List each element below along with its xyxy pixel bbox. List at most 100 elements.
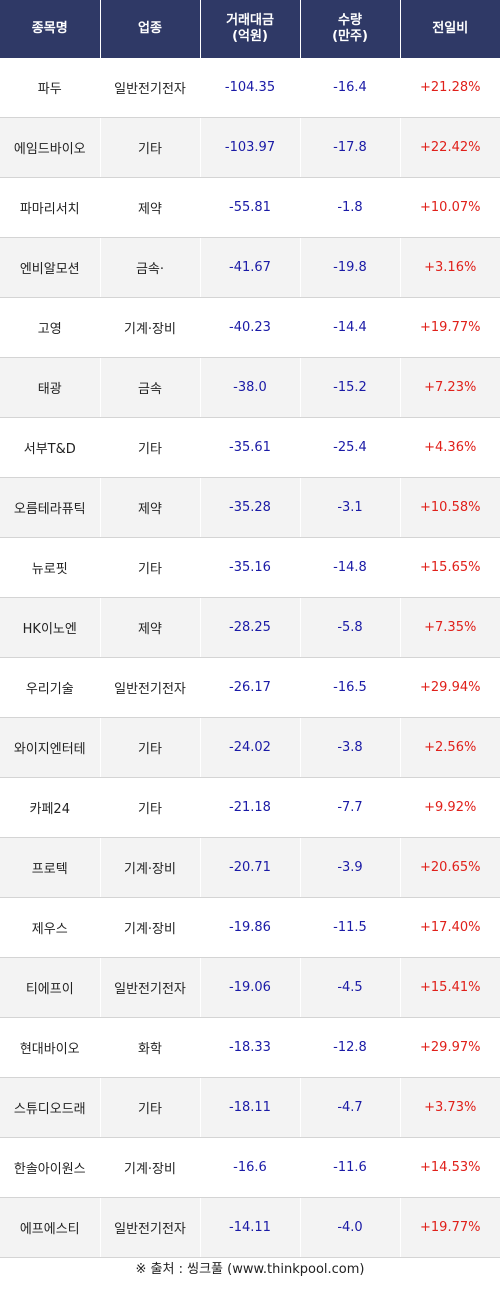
trade-volume-cell: -12.8 xyxy=(300,1017,401,1078)
header-name-label: 종목명 xyxy=(31,21,68,36)
stock-name-cell: 태광 xyxy=(0,357,101,418)
trade-volume-cell: -14.8 xyxy=(300,537,401,598)
trade-amount-cell: -24.02 xyxy=(200,717,301,778)
stock-name-cell: 현대바이오 xyxy=(0,1017,101,1078)
sector-cell: 기계·장비 xyxy=(100,897,201,958)
stock-name-cell: 고영 xyxy=(0,297,101,358)
table-row: 오름테라퓨틱 제약 -35.28 -3.1 +10.58% xyxy=(0,477,500,538)
price-change-cell: +21.28% xyxy=(400,58,500,118)
stock-name-cell: 파두 xyxy=(0,58,101,118)
trade-amount-cell: -21.18 xyxy=(200,777,301,838)
sector-cell: 기타 xyxy=(100,417,201,478)
price-change-cell: +3.73% xyxy=(400,1077,500,1138)
price-change-cell: +20.65% xyxy=(400,837,500,898)
sector-cell: 제약 xyxy=(100,477,201,538)
price-change-cell: +17.40% xyxy=(400,897,500,958)
header-change-label: 전일비 xyxy=(432,21,469,36)
trade-amount-cell: -18.33 xyxy=(200,1017,301,1078)
trade-amount-cell: -103.97 xyxy=(200,117,301,178)
stock-name-cell: 엔비알모션 xyxy=(0,237,101,298)
header-sector-label: 업종 xyxy=(138,21,162,36)
price-change-cell: +29.97% xyxy=(400,1017,500,1078)
stock-name-cell: 제우스 xyxy=(0,897,101,958)
trade-volume-cell: -14.4 xyxy=(300,297,401,358)
table-row: HK이노엔 제약 -28.25 -5.8 +7.35% xyxy=(0,597,500,658)
price-change-cell: +29.94% xyxy=(400,657,500,718)
stock-name-cell: 프로텍 xyxy=(0,837,101,898)
sector-cell: 기타 xyxy=(100,1077,201,1138)
stock-name-cell: 카페24 xyxy=(0,777,101,838)
trade-amount-cell: -40.23 xyxy=(200,297,301,358)
header-amount-unit: (억원) xyxy=(232,29,268,44)
sector-cell: 기타 xyxy=(100,117,201,178)
price-change-cell: +10.58% xyxy=(400,477,500,538)
table-row: 뉴로핏 기타 -35.16 -14.8 +15.65% xyxy=(0,537,500,598)
table-row: 고영 기계·장비 -40.23 -14.4 +19.77% xyxy=(0,297,500,358)
trade-volume-cell: -11.6 xyxy=(300,1137,401,1198)
header-volume-unit: (만주) xyxy=(332,29,368,44)
sector-cell: 일반전기전자 xyxy=(100,957,201,1018)
stock-table: 종목명 업종 거래대금 (억원) 수량 (만주) 전일비 파두 일반전기전자 -10… xyxy=(0,0,500,1258)
sector-cell: 제약 xyxy=(100,177,201,238)
header-amount: 거래대금 (억원) xyxy=(200,0,301,58)
trade-amount-cell: -14.11 xyxy=(200,1197,301,1258)
trade-amount-cell: -16.6 xyxy=(200,1137,301,1198)
sector-cell: 일반전기전자 xyxy=(100,657,201,718)
trade-amount-cell: -41.67 xyxy=(200,237,301,298)
price-change-cell: +9.92% xyxy=(400,777,500,838)
stock-name-cell: HK이노엔 xyxy=(0,597,101,658)
sector-cell: 금속 xyxy=(100,357,201,418)
trade-amount-cell: -19.06 xyxy=(200,957,301,1018)
table-row: 파두 일반전기전자 -104.35 -16.4 +21.28% xyxy=(0,58,500,118)
price-change-cell: +7.35% xyxy=(400,597,500,658)
stock-name-cell: 스튜디오드래 xyxy=(0,1077,101,1138)
trade-volume-cell: -16.4 xyxy=(300,58,401,118)
trade-volume-cell: -1.8 xyxy=(300,177,401,238)
trade-volume-cell: -5.8 xyxy=(300,597,401,658)
table-row: 와이지엔터테 기타 -24.02 -3.8 +2.56% xyxy=(0,717,500,778)
table-row: 제우스 기계·장비 -19.86 -11.5 +17.40% xyxy=(0,897,500,958)
trade-volume-cell: -16.5 xyxy=(300,657,401,718)
trade-volume-cell: -4.0 xyxy=(300,1197,401,1258)
sector-cell: 일반전기전자 xyxy=(100,1197,201,1258)
header-sector: 업종 xyxy=(100,0,201,58)
table-row: 파마리서치 제약 -55.81 -1.8 +10.07% xyxy=(0,177,500,238)
sector-cell: 기타 xyxy=(100,717,201,778)
table-row: 스튜디오드래 기타 -18.11 -4.7 +3.73% xyxy=(0,1077,500,1138)
stock-name-cell: 오름테라퓨틱 xyxy=(0,477,101,538)
trade-amount-cell: -18.11 xyxy=(200,1077,301,1138)
source-note: ※ 출처 : 씽크풀 (www.thinkpool.com) xyxy=(135,1262,365,1277)
table-row: 엔비알모션 금속· -41.67 -19.8 +3.16% xyxy=(0,237,500,298)
price-change-cell: +4.36% xyxy=(400,417,500,478)
table-row: 서부T&D 기타 -35.61 -25.4 +4.36% xyxy=(0,417,500,478)
trade-amount-cell: -26.17 xyxy=(200,657,301,718)
trade-volume-cell: -3.9 xyxy=(300,837,401,898)
price-change-cell: +2.56% xyxy=(400,717,500,778)
trade-volume-cell: -4.5 xyxy=(300,957,401,1018)
stock-name-cell: 파마리서치 xyxy=(0,177,101,238)
sector-cell: 기계·장비 xyxy=(100,837,201,898)
table-row: 프로텍 기계·장비 -20.71 -3.9 +20.65% xyxy=(0,837,500,898)
trade-amount-cell: -35.28 xyxy=(200,477,301,538)
sector-cell: 기타 xyxy=(100,777,201,838)
price-change-cell: +22.42% xyxy=(400,117,500,178)
header-name: 종목명 xyxy=(0,0,101,58)
sector-cell: 제약 xyxy=(100,597,201,658)
table-row: 한솔아이원스 기계·장비 -16.6 -11.6 +14.53% xyxy=(0,1137,500,1198)
table-header: 종목명 업종 거래대금 (억원) 수량 (만주) 전일비 xyxy=(0,0,500,58)
price-change-cell: +3.16% xyxy=(400,237,500,298)
stock-name-cell: 에프에스티 xyxy=(0,1197,101,1258)
trade-volume-cell: -11.5 xyxy=(300,897,401,958)
trade-volume-cell: -17.8 xyxy=(300,117,401,178)
table-row: 우리기술 일반전기전자 -26.17 -16.5 +29.94% xyxy=(0,657,500,718)
price-change-cell: +14.53% xyxy=(400,1137,500,1198)
table-body: 파두 일반전기전자 -104.35 -16.4 +21.28% 에임드바이오 기타 -103.… xyxy=(0,58,500,1258)
table-row: 카페24 기타 -21.18 -7.7 +9.92% xyxy=(0,777,500,838)
trade-amount-cell: -38.0 xyxy=(200,357,301,418)
table-row: 현대바이오 화학 -18.33 -12.8 +29.97% xyxy=(0,1017,500,1078)
sector-cell: 기계·장비 xyxy=(100,1137,201,1198)
stock-name-cell: 한솔아이원스 xyxy=(0,1137,101,1198)
price-change-cell: +19.77% xyxy=(400,1197,500,1258)
price-change-cell: +10.07% xyxy=(400,177,500,238)
trade-amount-cell: -35.61 xyxy=(200,417,301,478)
